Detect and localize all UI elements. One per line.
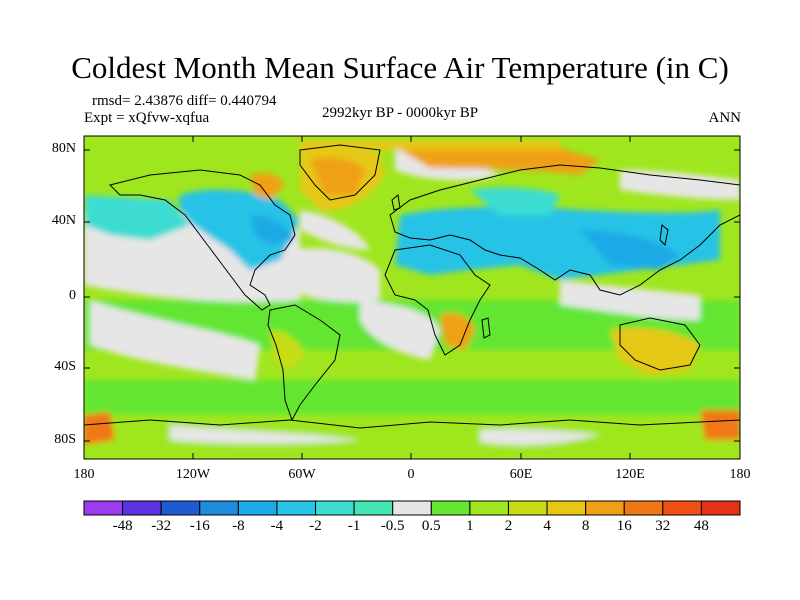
colorbar-label: -0.5 — [380, 518, 405, 534]
colorbar-label: -48 — [112, 518, 133, 534]
lon-label-180e: 180 — [729, 467, 751, 482]
colorbar-box — [469, 500, 509, 516]
colorbar-label: 4 — [543, 518, 551, 534]
lat-label-80s: 80S — [54, 432, 76, 447]
colorbar-box — [430, 500, 471, 516]
colorbar-label: 48 — [693, 518, 709, 534]
lon-label-120w: 120W — [175, 467, 211, 482]
colorbar-label: -32 — [151, 518, 172, 534]
colorbar-box — [585, 500, 625, 516]
experiment-label: Expt = xQfvw-xqfua — [84, 110, 210, 126]
colorbar-box — [507, 500, 548, 516]
lat-label-80n: 80N — [51, 141, 76, 156]
lat-label-40s: 40S — [54, 359, 76, 374]
colorbar-box — [237, 500, 278, 516]
colorbar-box — [700, 500, 741, 516]
season-label: ANN — [708, 110, 742, 126]
coastlines — [84, 144, 740, 429]
colorbar-box — [276, 500, 317, 516]
colorbar-label: -4 — [270, 518, 284, 534]
colorbar-box — [662, 500, 702, 516]
colorbar-box — [199, 500, 239, 516]
lat-label-40n: 40N — [51, 213, 76, 228]
lon-label-60e: 60E — [509, 467, 533, 482]
lon-label-60w: 60W — [288, 467, 316, 482]
colorbar-label: -16 — [189, 518, 210, 534]
colorbar-box — [353, 500, 394, 516]
colorbar-box — [623, 500, 664, 516]
colorbar-box — [546, 500, 587, 516]
colorbar-box — [122, 500, 162, 516]
colorbar-box — [160, 500, 201, 516]
colorbar-label: 2 — [504, 518, 513, 534]
colorbar-label: -1 — [347, 518, 361, 534]
lon-label-0: 0 — [407, 467, 415, 482]
lat-ticks — [84, 149, 740, 442]
colorbar-label: 1 — [466, 518, 474, 534]
colorbar-label: -8 — [232, 518, 245, 534]
colorbar-label: 32 — [655, 518, 671, 534]
lon-ticks — [192, 136, 631, 459]
stats-text: rmsd= 2.43876 diff= 0.440794 — [92, 93, 277, 109]
colorbar-label: 0.5 — [421, 518, 441, 534]
period-label: 2992kyr BP - 0000kyr BP — [321, 105, 479, 121]
colorbar-box — [315, 500, 355, 516]
colorbar-label: 16 — [616, 518, 632, 534]
colorbar-label: -2 — [309, 518, 322, 534]
lat-label-0: 0 — [69, 288, 76, 303]
colorbar-box — [83, 500, 124, 516]
colorbar-box — [392, 500, 432, 516]
temperature-field — [84, 136, 740, 459]
lon-label-120e: 120E — [615, 467, 645, 482]
colorbar-label: 8 — [581, 518, 590, 534]
lon-label-180w: 180 — [73, 467, 95, 482]
map-title: Coldest Month Mean Surface Air Temperatu… — [71, 50, 729, 85]
